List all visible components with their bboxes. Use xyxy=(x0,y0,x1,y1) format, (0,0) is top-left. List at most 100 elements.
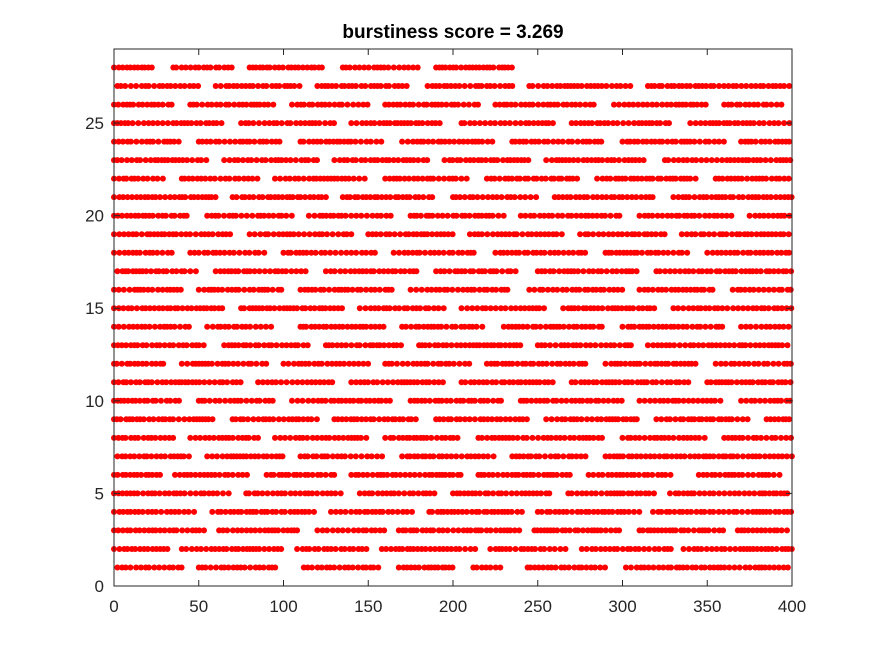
data-point xyxy=(687,453,694,460)
data-point xyxy=(733,83,740,89)
data-point xyxy=(728,416,735,423)
data-point xyxy=(185,508,192,515)
data-point xyxy=(619,434,626,441)
data-point xyxy=(217,175,224,182)
data-point xyxy=(599,175,606,182)
data-point xyxy=(731,342,738,349)
data-point xyxy=(620,453,627,460)
data-point xyxy=(250,286,257,293)
data-point xyxy=(250,120,257,127)
data-point xyxy=(270,231,277,238)
data-point xyxy=(552,342,559,349)
data-point xyxy=(149,342,156,349)
y-tick-label: 25 xyxy=(85,114,104,133)
data-point xyxy=(567,434,573,441)
data-point xyxy=(558,397,565,404)
data-point xyxy=(181,83,188,89)
data-point xyxy=(116,249,123,256)
data-point xyxy=(261,212,268,219)
data-point xyxy=(647,360,654,367)
data-point xyxy=(502,342,509,349)
data-point xyxy=(338,249,345,256)
data-point xyxy=(246,249,253,256)
data-point xyxy=(469,508,475,515)
data-point xyxy=(306,138,313,145)
data-point xyxy=(614,286,621,293)
data-point xyxy=(148,453,155,460)
data-point xyxy=(745,360,752,367)
data-point xyxy=(161,490,168,497)
data-point xyxy=(636,157,643,164)
data-point xyxy=(155,286,161,293)
data-point xyxy=(638,194,645,201)
data-point xyxy=(359,120,366,127)
data-point xyxy=(681,527,687,534)
data-point xyxy=(716,490,723,497)
data-point xyxy=(121,249,128,256)
data-point xyxy=(176,508,182,515)
data-point xyxy=(589,212,596,219)
data-point xyxy=(630,101,637,108)
data-point xyxy=(550,138,557,145)
data-point xyxy=(256,564,263,571)
data-point xyxy=(750,471,757,478)
data-point xyxy=(133,564,140,571)
data-point xyxy=(264,490,271,497)
data-point xyxy=(462,212,469,219)
data-point xyxy=(148,64,155,71)
data-point xyxy=(678,231,685,238)
data-point xyxy=(263,83,270,89)
data-point xyxy=(438,323,445,330)
data-point xyxy=(616,379,623,386)
data-point xyxy=(450,527,457,534)
data-point xyxy=(285,471,292,478)
data-point xyxy=(341,360,347,367)
data-point xyxy=(504,471,511,478)
data-point xyxy=(409,249,416,256)
data-point xyxy=(163,268,170,275)
data-point xyxy=(781,175,788,182)
data-point xyxy=(261,546,268,552)
data-point xyxy=(249,175,256,182)
data-point xyxy=(658,379,665,386)
data-point xyxy=(771,453,777,460)
data-point xyxy=(396,64,403,71)
data-point xyxy=(429,471,436,478)
data-point xyxy=(724,305,731,312)
data-point xyxy=(490,490,497,497)
data-point xyxy=(345,564,352,571)
data-point xyxy=(523,397,530,404)
data-point xyxy=(679,83,686,89)
data-point xyxy=(277,175,284,182)
data-point xyxy=(493,268,500,275)
data-point xyxy=(464,305,471,312)
data-point xyxy=(751,397,758,404)
data-point xyxy=(401,64,408,71)
data-point xyxy=(225,471,232,478)
data-point xyxy=(201,286,208,293)
data-point xyxy=(136,397,143,404)
data-point xyxy=(336,360,343,367)
data-point xyxy=(768,249,775,256)
data-point xyxy=(295,416,302,423)
data-point xyxy=(651,490,657,497)
data-point xyxy=(585,471,592,478)
data-point xyxy=(322,120,329,127)
data-point xyxy=(355,564,362,571)
data-point xyxy=(767,508,773,515)
data-point xyxy=(336,157,343,164)
data-point xyxy=(391,490,398,497)
data-point xyxy=(434,212,441,219)
data-point xyxy=(225,101,232,108)
data-point xyxy=(232,416,239,423)
data-point xyxy=(390,434,397,441)
data-point xyxy=(627,83,634,89)
data-point xyxy=(532,546,539,552)
data-point xyxy=(644,342,651,349)
data-point xyxy=(122,434,129,441)
data-point xyxy=(373,231,380,238)
data-point xyxy=(386,231,393,238)
data-point xyxy=(305,471,312,478)
data-point xyxy=(787,379,794,386)
data-point xyxy=(414,64,421,71)
